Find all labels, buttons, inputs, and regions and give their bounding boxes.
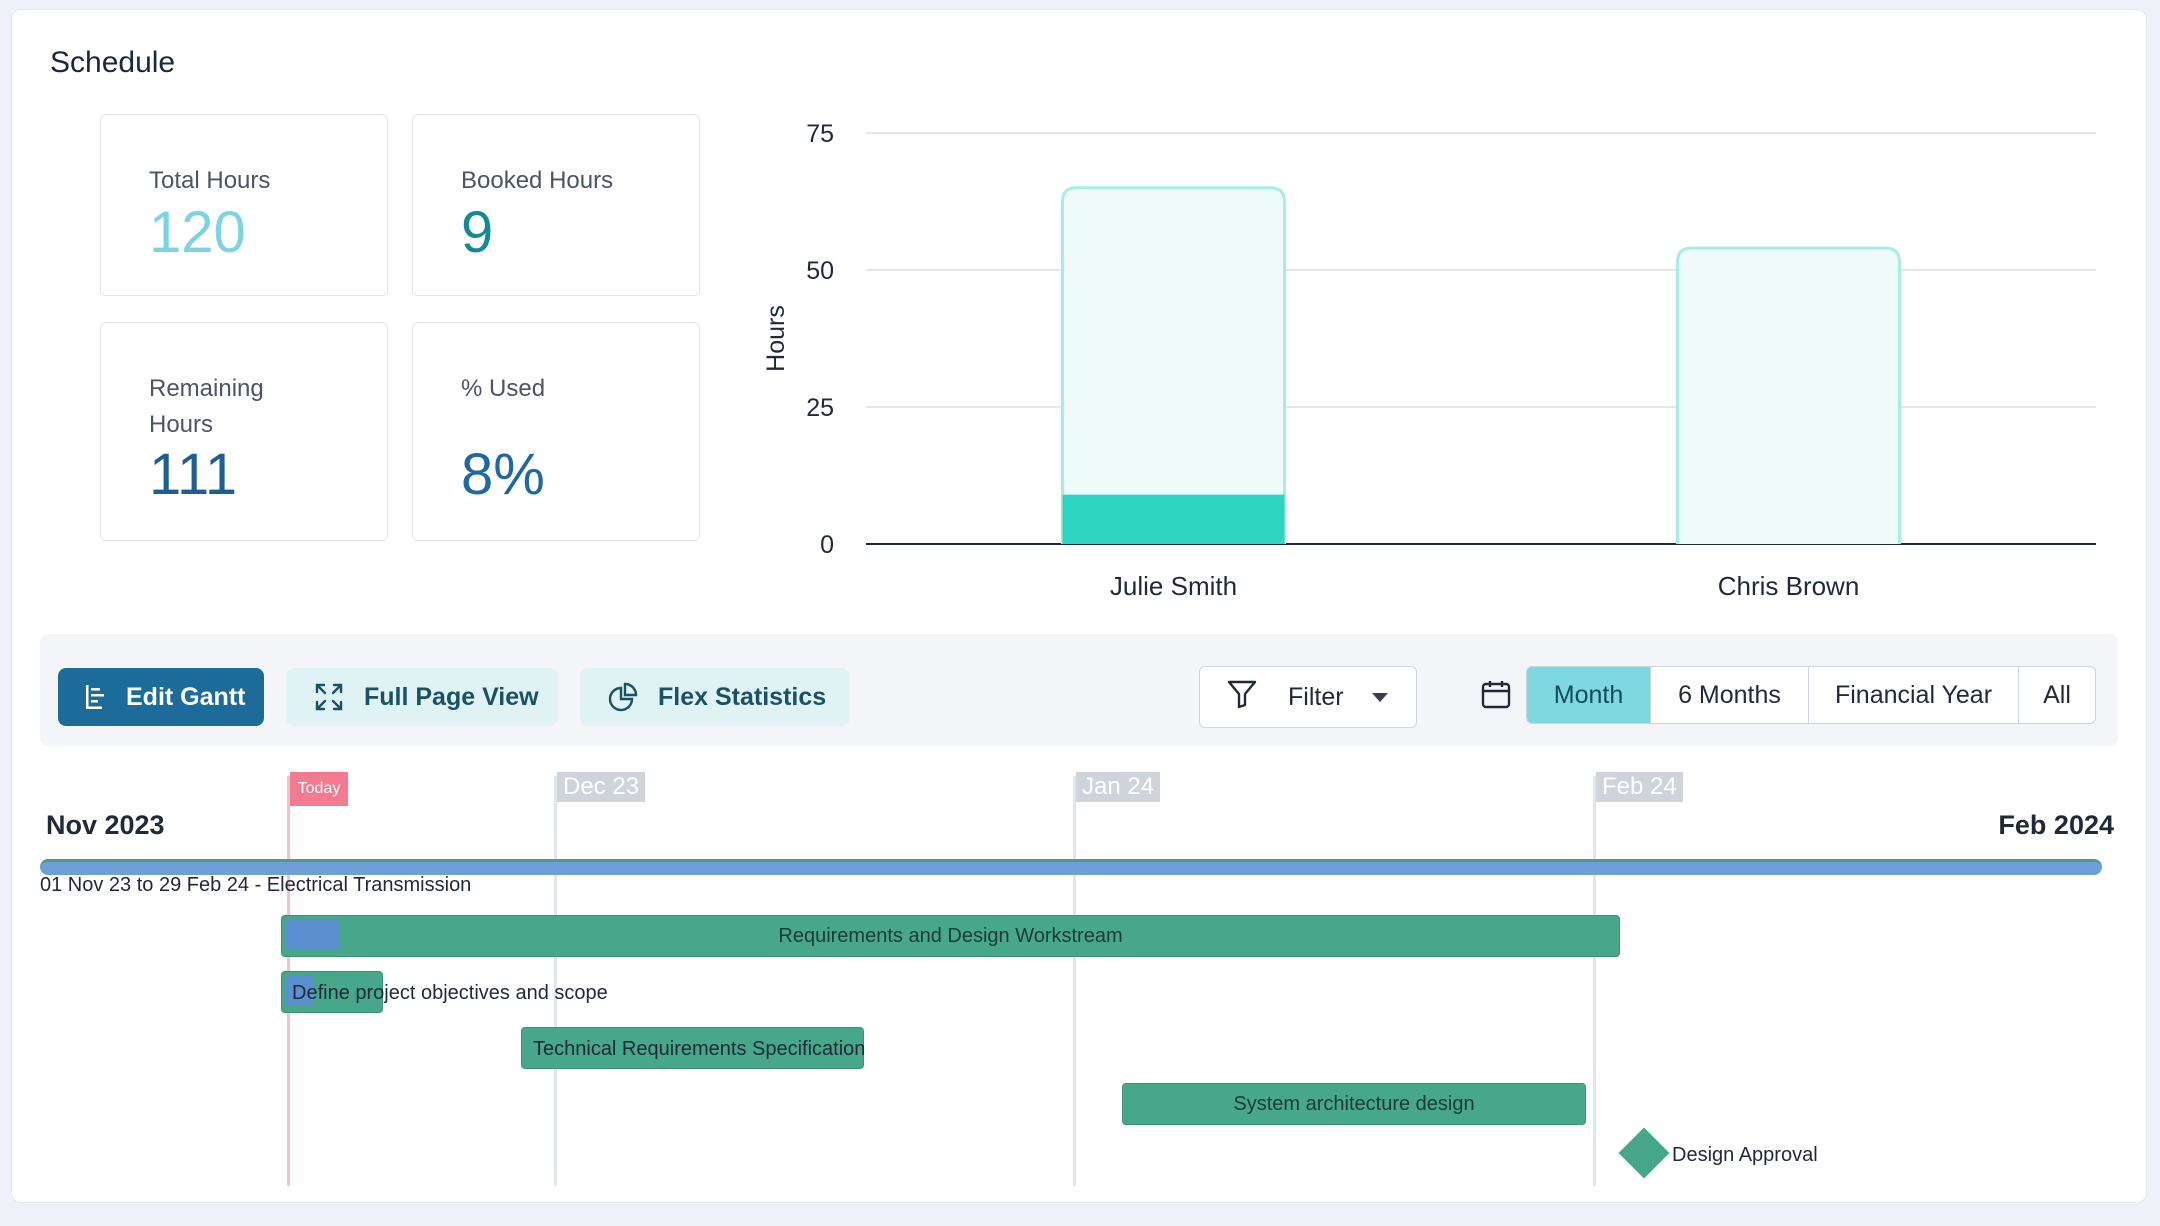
range-month[interactable]: Month: [1527, 667, 1651, 723]
range-financial-year[interactable]: Financial Year: [1809, 667, 2019, 723]
x-tick-label: Julie Smith: [1110, 571, 1237, 601]
bar-total: [1061, 186, 1286, 544]
filter-label: Filter: [1288, 682, 1344, 711]
full-page-view-label: Full Page View: [364, 682, 539, 711]
flex-statistics-button[interactable]: Flex Statistics: [580, 668, 850, 726]
month-gridline: [1073, 776, 1076, 1186]
edit-gantt-button[interactable]: Edit Gantt: [58, 668, 264, 726]
hours-bar-chart: 0 25 50 75 Hours Julie Smith Chris Brown: [762, 120, 2096, 601]
pie-chart-icon: [608, 682, 638, 712]
total-hours-value: 120: [149, 200, 246, 265]
month-gridline: [1593, 776, 1596, 1186]
month-gridline: [554, 776, 557, 1186]
bar-total: [1676, 246, 1901, 544]
task-progress: [286, 920, 340, 950]
total-hours-card: Total Hours 120: [100, 114, 388, 296]
task-label: Requirements and Design Workstream: [778, 924, 1123, 947]
y-tick-label: 25: [806, 394, 834, 422]
y-tick-label: 75: [806, 120, 834, 148]
chevron-down-icon: [1371, 692, 1388, 702]
task-label: Technical Requirements Specification: [533, 1038, 866, 1060]
gantt-chart: Dec 23 Jan 24 Feb 24 Today Nov 2023 Feb …: [40, 766, 2120, 1186]
booked-hours-card: Booked Hours 9: [412, 114, 700, 296]
month-label-feb: Feb 24: [1596, 772, 1683, 802]
edit-gantt-label: Edit Gantt: [126, 682, 246, 711]
bar-booked: [1062, 494, 1285, 544]
task-bar[interactable]: [521, 1027, 864, 1069]
task-bar[interactable]: [281, 971, 383, 1013]
booked-hours-label: Booked Hours: [461, 167, 614, 194]
y-axis-label: Hours: [762, 305, 790, 372]
task-progress: [286, 976, 314, 1006]
expand-icon: [314, 682, 344, 712]
percent-used-card: % Used 8%: [412, 322, 700, 541]
full-page-view-button[interactable]: Full Page View: [286, 668, 558, 726]
range-selector: Month 6 Months Financial Year All: [1526, 666, 2096, 724]
today-marker: Today: [290, 772, 348, 806]
percent-used-value: 8%: [461, 442, 545, 507]
task-label: Define project objectives and scope: [292, 982, 608, 1004]
y-tick-label: 0: [820, 531, 834, 559]
project-summary-label: 01 Nov 23 to 29 Feb 24 - Electrical Tran…: [40, 874, 472, 896]
gantt-icon: [84, 683, 106, 711]
range-6-months[interactable]: 6 Months: [1651, 667, 1809, 723]
remaining-hours-card: Remaining Hours 111: [100, 322, 388, 541]
month-label-jan: Jan 24: [1076, 772, 1161, 802]
percent-used-label: % Used: [461, 375, 546, 402]
timeline-end-label: Feb 2024: [1998, 810, 2114, 840]
remaining-hours-label: Remaining Hours: [149, 375, 264, 438]
task-bar[interactable]: System architecture design: [1122, 1083, 1586, 1125]
booked-hours-value: 9: [461, 200, 494, 265]
task-label: System architecture design: [1233, 1092, 1475, 1115]
timeline-start-label: Nov 2023: [46, 810, 165, 840]
page-title: Schedule: [50, 46, 176, 79]
filter-dropdown[interactable]: Filter: [1199, 666, 1417, 728]
month-label-dec: Dec 23: [557, 772, 646, 802]
milestone-label: Design Approval: [1672, 1144, 1818, 1166]
total-hours-label: Total Hours: [149, 167, 271, 194]
flex-statistics-label: Flex Statistics: [658, 682, 827, 711]
filter-icon: [1226, 678, 1258, 717]
range-all[interactable]: All: [2043, 680, 2071, 709]
x-tick-label: Chris Brown: [1718, 571, 1860, 601]
project-summary-bar[interactable]: [40, 859, 2102, 875]
calendar-icon[interactable]: [1480, 678, 1512, 715]
gantt-toolbar: Edit Gantt Full Page View Flex Statistic…: [40, 634, 2118, 746]
y-tick-label: 50: [806, 257, 834, 285]
remaining-hours-value: 111: [149, 442, 238, 507]
task-bar[interactable]: Requirements and Design Workstream: [281, 915, 1620, 957]
milestone-diamond[interactable]: [1618, 1127, 1670, 1179]
